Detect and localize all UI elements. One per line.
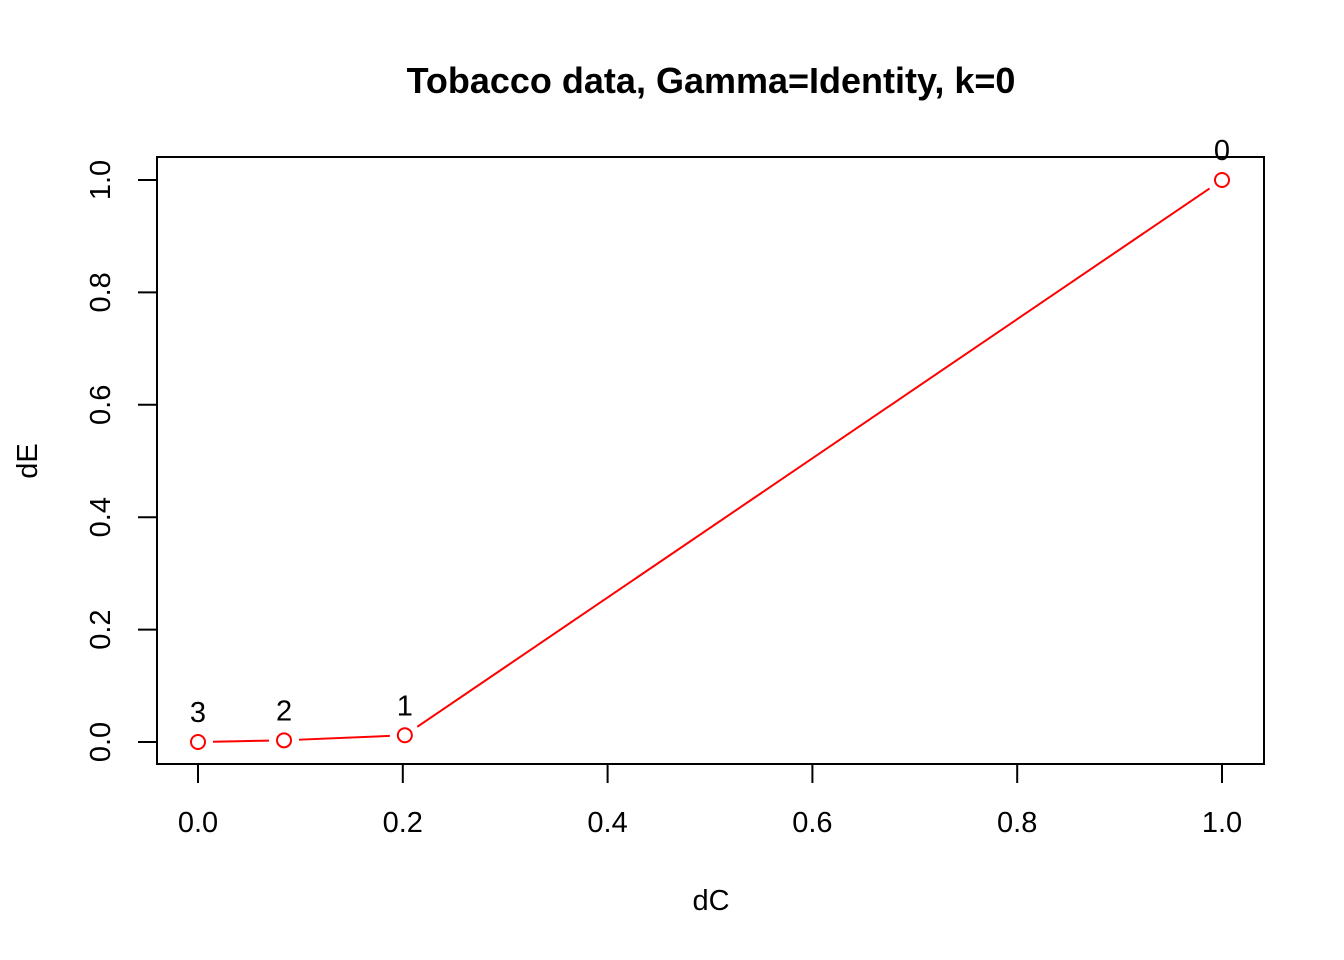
chart-title: Tobacco data, Gamma=Identity, k=0 (407, 60, 1016, 101)
plot-area-frame (156, 156, 1265, 765)
y-tick-label: 0.6 (85, 385, 117, 425)
y-tick-label: 0.4 (85, 497, 117, 537)
x-tick-label: 0.4 (587, 807, 627, 839)
x-tick-label: 0.0 (178, 807, 218, 839)
data-point-label: 0 (1214, 135, 1230, 167)
series-line-segment (298, 734, 390, 741)
y-tick-label: 0.0 (85, 722, 117, 762)
x-axis-label: dC (692, 885, 729, 917)
data-point (276, 732, 293, 749)
x-tick-label: 0.2 (383, 807, 423, 839)
y-tick-label: 0.8 (85, 272, 117, 312)
y-axis: 0.0 0.2 0.4 0.6 0.8 1.0 (85, 160, 157, 762)
x-tick-label: 0.8 (997, 807, 1037, 839)
series-line-segment (212, 739, 270, 743)
data-point-label: 3 (190, 697, 206, 729)
x-tick-label: 0.6 (792, 807, 832, 839)
series-layer: 3 2 1 0 (190, 135, 1230, 750)
x-axis: 0.0 0.2 0.4 0.6 0.8 1.0 (178, 764, 1242, 839)
y-tick-label: 0.2 (85, 609, 117, 649)
data-point-label: 2 (276, 695, 292, 727)
series-line-segment (416, 187, 1211, 728)
data-point (190, 734, 206, 750)
y-axis-label: dE (12, 443, 44, 478)
x-tick-label: 1.0 (1202, 807, 1242, 839)
y-tick-label: 1.0 (85, 160, 117, 200)
data-point-label: 1 (397, 690, 413, 722)
data-point (1214, 172, 1230, 188)
data-point (396, 727, 413, 744)
